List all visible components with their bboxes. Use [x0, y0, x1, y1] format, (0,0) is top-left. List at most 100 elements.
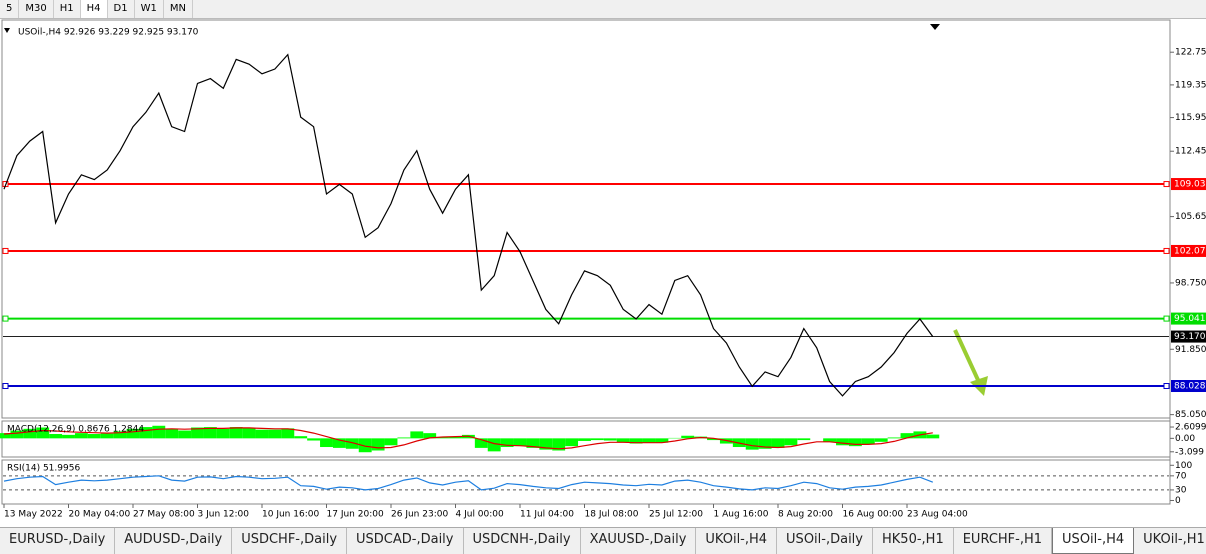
- macd-bar: [217, 429, 230, 439]
- price-panel: [2, 20, 1170, 418]
- timeframe-button[interactable]: D1: [108, 0, 135, 18]
- macd-bar: [591, 438, 604, 440]
- macd-bar: [746, 438, 759, 449]
- level-handle: [1164, 384, 1169, 389]
- macd-bar: [294, 436, 307, 438]
- macd-bar: [578, 438, 591, 441]
- x-tick-label: 10 Jun 16:00: [262, 510, 319, 520]
- macd-bar: [784, 438, 797, 445]
- x-tick-label: 8 Aug 20:00: [778, 510, 833, 520]
- y-tick-label: 115.950: [1175, 113, 1206, 123]
- macd-bar: [604, 438, 617, 440]
- macd-bar: [49, 434, 62, 438]
- y-tick-label: 119.350: [1175, 80, 1206, 90]
- macd-bar: [230, 427, 243, 438]
- macd-bar: [62, 435, 75, 438]
- x-tick-label: 13 May 2022: [4, 510, 63, 520]
- chart-tab[interactable]: UKOil-,H1: [1134, 528, 1206, 554]
- timeframe-button[interactable]: M30: [19, 0, 53, 18]
- macd-bar: [772, 438, 785, 448]
- x-tick-label: 25 Jul 12:00: [649, 510, 703, 520]
- level-handle: [3, 384, 8, 389]
- y-tick-label: 0.00: [1175, 434, 1195, 444]
- macd-bar: [268, 430, 281, 439]
- x-tick-label: 26 Jun 23:00: [391, 510, 448, 520]
- y-tick-label: 112.450: [1175, 147, 1206, 157]
- chart-tab[interactable]: USDCNH-,Daily: [464, 528, 581, 554]
- y-tick-label: 70: [1175, 471, 1187, 481]
- x-tick-label: 27 May 08:00: [133, 510, 195, 520]
- level-handle: [3, 248, 8, 253]
- macd-bar: [797, 438, 810, 440]
- macd-bar: [836, 438, 849, 445]
- level-label: 102.076: [1174, 246, 1206, 256]
- y-tick-label: 2.6099: [1175, 423, 1206, 433]
- macd-bar: [320, 438, 333, 447]
- x-tick-label: 20 May 04:00: [69, 510, 131, 520]
- macd-title: MACD(12,26,9) 0.8676 1.2844: [7, 425, 144, 435]
- macd-bar: [178, 431, 191, 439]
- macd-bar: [397, 437, 410, 438]
- chart-tab[interactable]: EURUSD-,Daily: [0, 528, 115, 554]
- x-tick-label: 18 Jul 08:00: [585, 510, 639, 520]
- chart-tab[interactable]: USDCHF-,Daily: [232, 528, 347, 554]
- x-tick-label: 3 Jun 12:00: [198, 510, 250, 520]
- level-handle: [1164, 248, 1169, 253]
- chart-tab[interactable]: USDCAD-,Daily: [347, 528, 463, 554]
- timeframe-button[interactable]: 5: [0, 0, 19, 18]
- level-label: 88.028: [1174, 382, 1206, 392]
- y-tick-label: 91.850: [1175, 345, 1206, 355]
- level-handle: [1164, 316, 1169, 321]
- chart-tab[interactable]: HK50-,H1: [873, 528, 954, 554]
- x-tick-label: 1 Aug 16:00: [714, 510, 769, 520]
- macd-bar: [385, 438, 398, 445]
- y-tick-label: 0: [1175, 496, 1181, 506]
- y-tick-label: 85.050: [1175, 410, 1206, 420]
- x-tick-label: 16 Aug 00:00: [843, 510, 904, 520]
- y-tick-label: 122.750: [1175, 48, 1206, 58]
- y-tick-label: 105.650: [1175, 212, 1206, 222]
- level-handle: [1164, 182, 1169, 187]
- current-price-label: 93.170: [1174, 332, 1206, 342]
- price-title: USOil-,H4 92.926 93.229 92.925 93.170: [18, 28, 199, 38]
- level-label: 95.041: [1174, 314, 1206, 324]
- level-handle: [3, 316, 8, 321]
- macd-bar: [488, 438, 501, 451]
- macd-bar: [888, 437, 901, 438]
- chart-tab[interactable]: AUDUSD-,Daily: [115, 528, 232, 554]
- chart-window: 122.750 119.350 115.950 112.450 105.650 98.75…: [0, 0, 1206, 527]
- macd-bar: [410, 431, 423, 438]
- x-tick-label: 11 Jul 04:00: [520, 510, 574, 520]
- y-tick-label: 100: [1175, 461, 1192, 471]
- timeframe-button[interactable]: MN: [164, 0, 193, 18]
- chart-tab[interactable]: UKOil-,H4: [696, 528, 777, 554]
- macd-bar: [875, 438, 888, 441]
- chart-tab[interactable]: USOil-,H4: [1052, 528, 1134, 554]
- y-tick-label: 30: [1175, 485, 1187, 495]
- chart-tab[interactable]: XAUUSD-,Daily: [581, 528, 697, 554]
- y-tick-label: 98.750: [1175, 278, 1206, 288]
- macd-bar: [565, 438, 578, 446]
- timeframe-button[interactable]: H4: [81, 0, 108, 18]
- macd-bar: [152, 426, 165, 439]
- macd-bar: [256, 430, 269, 439]
- macd-bar: [372, 438, 385, 450]
- chart-tab[interactable]: USOil-,Daily: [777, 528, 873, 554]
- macd-bar: [307, 438, 320, 440]
- y-tick-label: -3.099: [1175, 447, 1204, 457]
- rsi-title: RSI(14) 51.9956: [7, 464, 80, 474]
- timeframe-button[interactable]: H1: [54, 0, 81, 18]
- chart-tab[interactable]: EURCHF-,H1: [954, 528, 1052, 554]
- timeframe-button[interactable]: W1: [135, 0, 164, 18]
- macd-bar: [165, 429, 178, 439]
- x-tick-label: 23 Aug 04:00: [907, 510, 968, 520]
- macd-bar: [243, 428, 256, 438]
- x-tick-label: 17 Jun 20:00: [327, 510, 384, 520]
- macd-bar: [926, 435, 939, 439]
- level-label: 109.036: [1174, 180, 1206, 190]
- macd-bar: [617, 438, 630, 442]
- macd-bar: [643, 438, 656, 442]
- macd-bar: [862, 438, 875, 444]
